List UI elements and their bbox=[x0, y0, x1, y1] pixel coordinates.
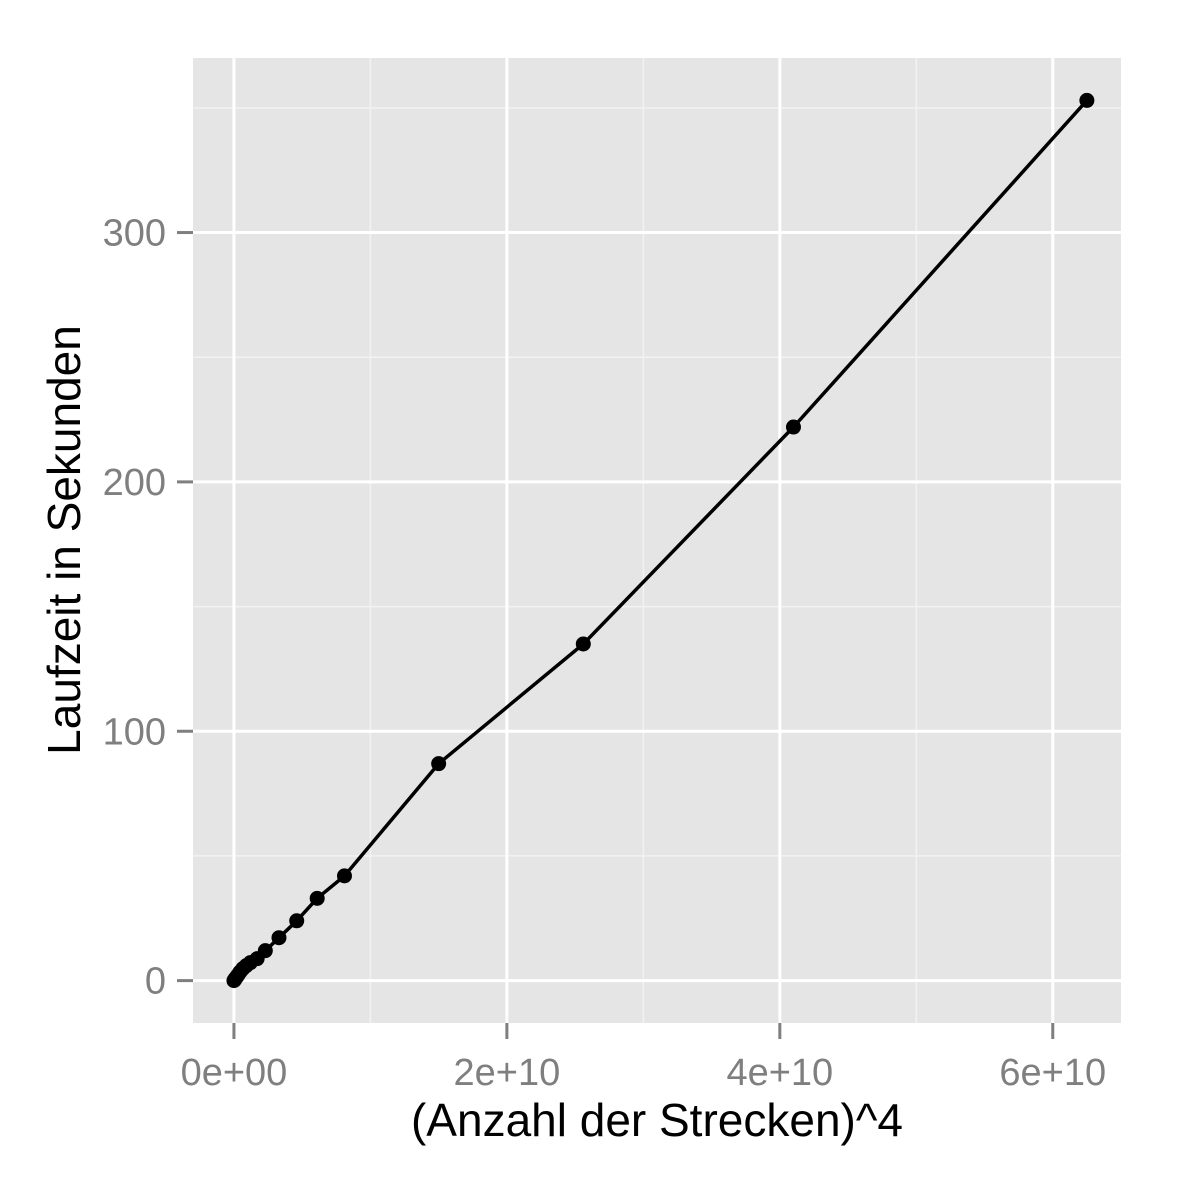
x-tick-label: 0e+00 bbox=[181, 1052, 288, 1094]
data-point bbox=[309, 890, 325, 906]
x-tick-label: 4e+10 bbox=[726, 1052, 833, 1094]
major-grid bbox=[193, 58, 1121, 1023]
plot-panel bbox=[193, 58, 1121, 1023]
y-tick-label: 300 bbox=[103, 213, 166, 255]
y-tick-label: 200 bbox=[103, 462, 166, 504]
data-point bbox=[785, 419, 801, 435]
data-point bbox=[431, 756, 447, 772]
x-tick-label: 2e+10 bbox=[454, 1052, 561, 1094]
y-tick-label: 100 bbox=[103, 711, 166, 753]
data-point bbox=[289, 913, 305, 929]
data-point bbox=[257, 943, 273, 959]
y-axis-title: Laufzeit in Sekunden bbox=[38, 325, 90, 755]
x-tick-label: 6e+10 bbox=[999, 1052, 1106, 1094]
data-point bbox=[271, 930, 287, 946]
data-point bbox=[336, 868, 352, 884]
axis-ticks bbox=[177, 231, 1055, 1039]
minor-grid bbox=[193, 58, 1121, 1023]
x-axis-title: (Anzahl der Strecken)^4 bbox=[411, 1094, 903, 1146]
y-tick-label: 0 bbox=[145, 961, 166, 1003]
data-point bbox=[575, 636, 591, 652]
data-points bbox=[226, 92, 1095, 989]
tick-labels: 0e+00 2e+10 4e+10 6e+10 0 100 200 300 bbox=[103, 213, 1107, 1094]
data-point bbox=[1079, 92, 1095, 108]
